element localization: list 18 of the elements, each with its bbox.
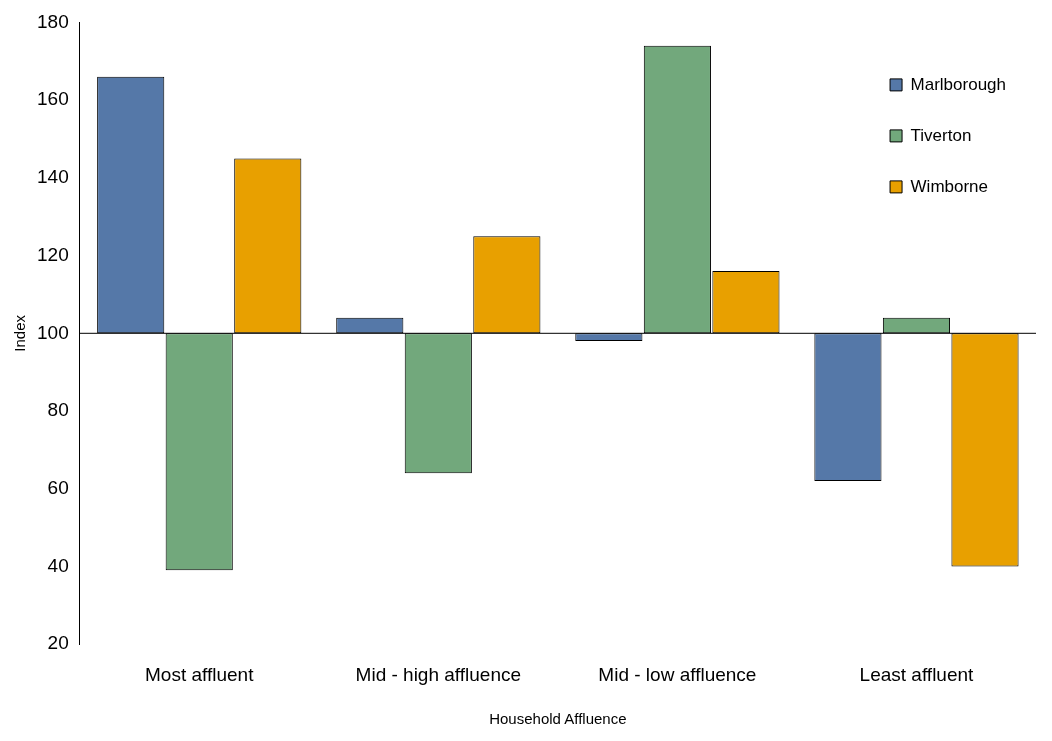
- legend-label: Marlborough: [910, 74, 1007, 94]
- x-tick-label: Mid - high affluence: [355, 663, 522, 685]
- y-tick-label: 120: [37, 243, 69, 265]
- y-tick-label: 160: [37, 88, 69, 110]
- y-tick-label: 100: [37, 321, 69, 343]
- y-tick-label: 20: [47, 632, 69, 654]
- y-tick-label: 80: [47, 399, 69, 421]
- y-axis-title: Index: [11, 314, 29, 352]
- x-tick-label: Mid - low affluence: [598, 663, 757, 685]
- y-tick-label: 60: [47, 476, 69, 498]
- y-tick-label: 140: [37, 166, 69, 188]
- y-tick-label: 40: [47, 554, 69, 576]
- legend-label: Tiverton: [910, 125, 972, 145]
- y-tick-label: 180: [37, 10, 69, 32]
- x-tick-label: Least affluent: [859, 663, 975, 685]
- x-axis-title: Household Affluence: [489, 710, 627, 728]
- x-tick-label: Most affluent: [145, 663, 255, 685]
- legend-label: Wimborne: [910, 176, 989, 196]
